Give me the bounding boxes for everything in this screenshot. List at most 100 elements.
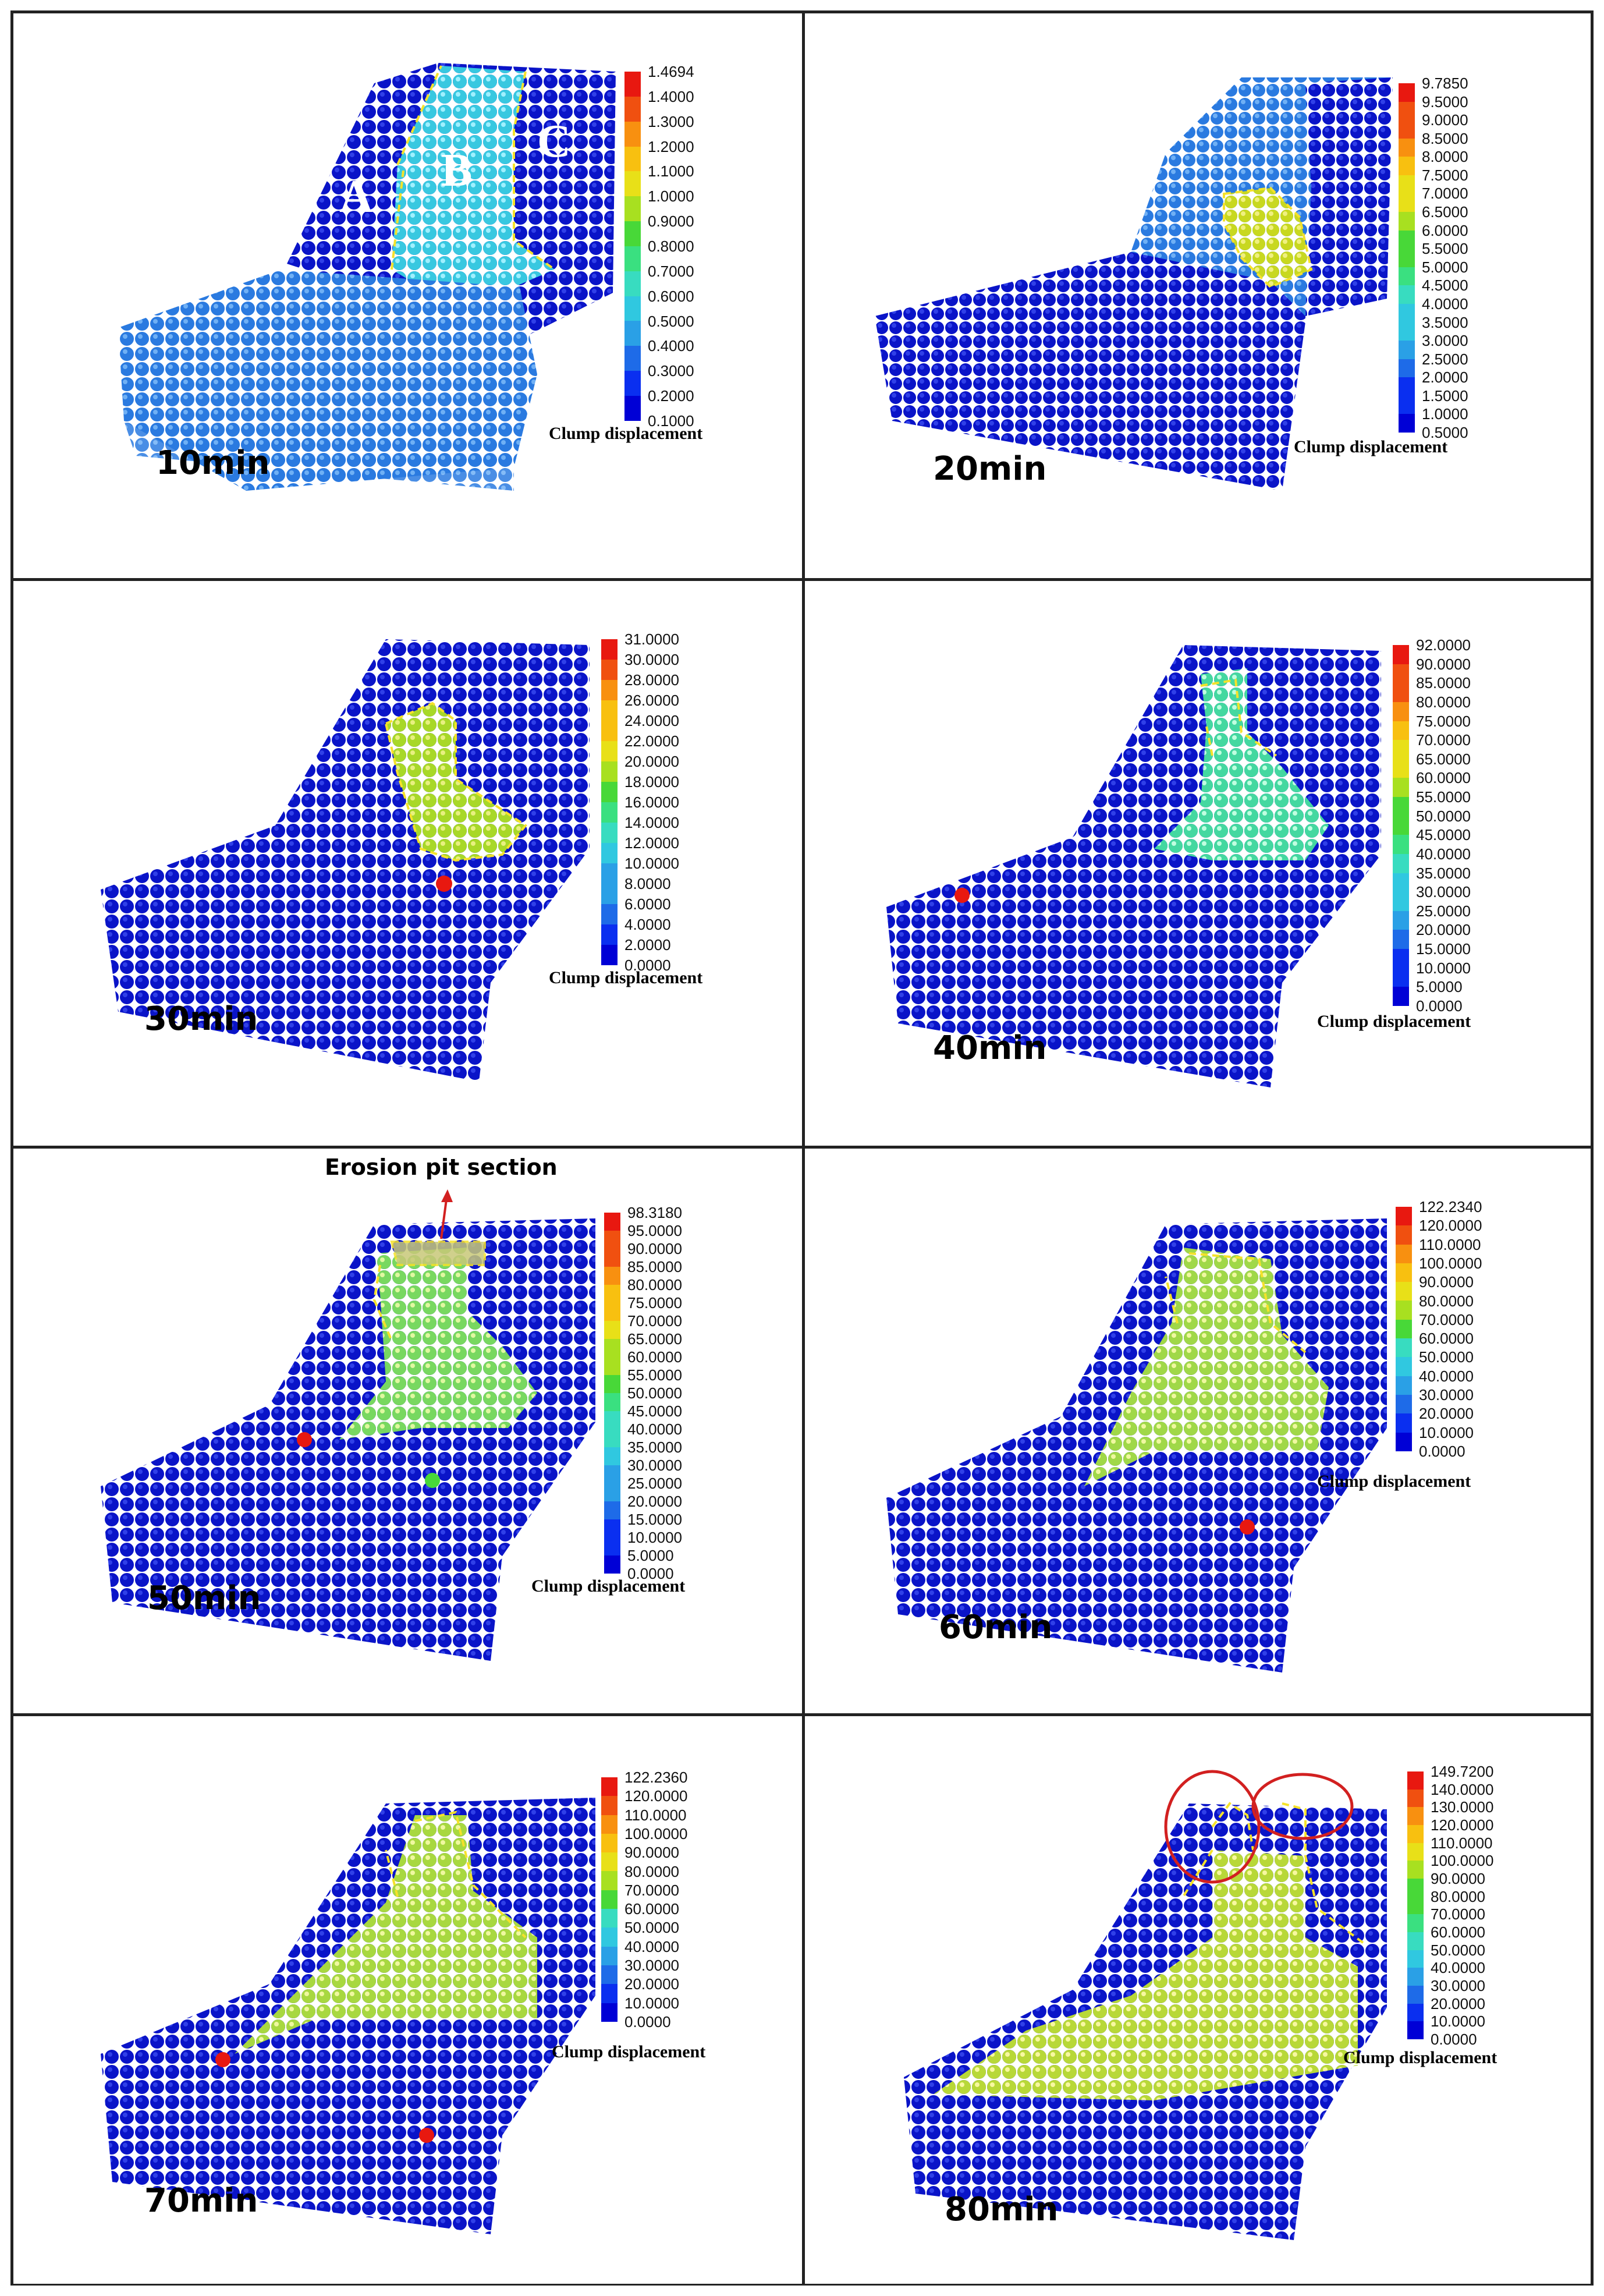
colorbar-tick-label: 1.4694: [648, 63, 694, 80]
colorbar-segment: [604, 1411, 620, 1429]
colorbar-tick-label: 98.3180: [627, 1204, 682, 1221]
colorbar-tick-label: 20.0000: [1416, 921, 1471, 939]
colorbar-tick-label: 30.0000: [624, 1957, 679, 1975]
colorbar-tick-label: 2.5000: [1422, 350, 1468, 368]
colorbar-segment: [624, 196, 641, 222]
colorbar-tick-label: 31.0000: [624, 630, 679, 648]
colorbar-tick-label: 0.0000: [624, 2013, 671, 2031]
colorbar-segment: [601, 1909, 618, 1928]
colorbar-tick-label: 85.0000: [1416, 674, 1471, 692]
particle-model: [904, 1770, 1387, 2240]
colorbar-segment: [601, 721, 618, 741]
colorbar-tick-label: 25.0000: [1416, 902, 1471, 920]
colorbar-segment: [1399, 157, 1415, 175]
colorbar-segment: [1393, 987, 1409, 1006]
particle-model: [886, 1218, 1387, 1673]
colorbar-segment: [604, 1267, 620, 1285]
colorbar-tick-label: 60.0000: [624, 1900, 679, 1918]
colorbar-segment: [601, 680, 618, 700]
colorbar-tick-label: 110.0000: [624, 1806, 687, 1824]
colorbar-segment: [601, 1927, 618, 1947]
colorbar-segment: [624, 72, 641, 97]
colorbar-tick-label: 10.0000: [1431, 2012, 1485, 2031]
colorbar-segment: [1407, 1968, 1424, 1986]
colorbar-tick-label: 0.5000: [1422, 424, 1468, 441]
colorbar: [1393, 645, 1409, 1006]
colorbar-segment: [601, 1815, 618, 1834]
colorbar-tick-label: 7.5000: [1422, 166, 1468, 184]
panel-50min: Erosion pit section 98.3180 95.0000 90.000…: [13, 1149, 805, 1716]
colorbar-segment: [624, 246, 641, 271]
colorbar-tick-label: 90.0000: [1431, 1870, 1485, 1887]
colorbar-tick-label: 120.0000: [624, 1787, 688, 1805]
colorbar-segment: [601, 1890, 618, 1909]
colorbar-tick-label: 30.0000: [1416, 883, 1471, 901]
panel-20min: 9.7850 9.5000 9.0000 8.5000 8.0000 7.5000 7.00…: [805, 13, 1591, 581]
colorbar-segment: [624, 96, 641, 122]
colorbar-segment: [1396, 1225, 1412, 1245]
colorbar-tick-label: 5.0000: [1422, 258, 1468, 276]
colorbar: [604, 1213, 620, 1574]
particle-model: [101, 1189, 595, 1661]
colorbar-segment: [601, 863, 618, 884]
colorbar-tick-label: 50.0000: [1419, 1348, 1474, 1366]
colorbar: [601, 639, 618, 965]
colorbar-tick-label: 20.0000: [627, 1493, 682, 1510]
colorbar-segment: [1393, 721, 1409, 740]
colorbar-tick-label: 0.5000: [648, 312, 694, 330]
colorbar-tick-label: 1.4000: [648, 87, 694, 105]
colorbar-segment: [1407, 2021, 1424, 2039]
particle-model: [118, 63, 616, 491]
colorbar-segment: [624, 146, 641, 172]
colorbar-tick-label: 5.0000: [627, 1547, 674, 1564]
colorbar-tick-label: 18.0000: [624, 773, 679, 791]
colorbar-segment: [1396, 1357, 1412, 1376]
colorbar-tick-label: 40.0000: [624, 1937, 679, 1955]
colorbar-tick-label: 90.0000: [627, 1240, 682, 1257]
colorbar-tick-label: 40.0000: [1431, 1959, 1485, 1977]
panel-time-label: 10min: [156, 444, 270, 482]
colorbar-segment: [1407, 1824, 1424, 1843]
colorbar-segment: [1407, 1914, 1424, 1932]
colorbar-tick-label: 65.0000: [627, 1330, 682, 1348]
colorbar-tick-label: 60.0000: [1416, 769, 1471, 787]
colorbar-tick-label: 35.0000: [627, 1438, 682, 1456]
colorbar-tick-label: 50.0000: [1431, 1941, 1485, 1959]
colorbar-tick-label: 90.0000: [1419, 1273, 1474, 1291]
colorbar-tick-label: 15.0000: [1416, 940, 1471, 958]
colorbar-tick-label: 60.0000: [1431, 1923, 1485, 1941]
colorbar-tick-label: 70.0000: [1431, 1905, 1485, 1923]
colorbar-segment: [604, 1213, 620, 1231]
colorbar-segment: [604, 1249, 620, 1267]
panel-70min: 122.2360 120.0000 110.0000 100.0000 90.0000 8…: [13, 1716, 805, 2284]
colorbar-tick-label: 0.0000: [1419, 1443, 1465, 1460]
colorbar-tick-label: 1.3000: [648, 112, 694, 130]
colorbar-tick-label: 12.0000: [624, 834, 679, 852]
colorbar-tick-label: 0.4000: [648, 337, 694, 355]
colorbar-segment: [601, 843, 618, 863]
colorbar-segment: [1407, 1932, 1424, 1950]
panel-time-label: 70min: [144, 2182, 258, 2220]
colorbar-segment: [1399, 101, 1415, 121]
colorbar-segment: [1393, 968, 1409, 987]
colorbar-tick-label: 2.0000: [1422, 369, 1468, 387]
colorbar-tick-label: 90.0000: [1416, 655, 1471, 673]
colorbar-tick-label: 50.0000: [624, 1919, 679, 1937]
colorbar-tick-label: 10.0000: [624, 855, 679, 872]
colorbar-tick-label: 90.0000: [624, 1844, 679, 1862]
colorbar-segment: [1396, 1432, 1412, 1451]
panel-80min: 149.7200 140.0000 130.0000 120.0000 110.0000…: [805, 1716, 1591, 2284]
colorbar-segment: [1396, 1413, 1412, 1433]
colorbar-tick-label: 20.0000: [624, 753, 679, 770]
colorbar-tick-label: 10.0000: [627, 1529, 682, 1546]
colorbar-segment: [604, 1501, 620, 1519]
colorbar-segment: [1396, 1263, 1412, 1282]
colorbar-segment: [604, 1556, 620, 1574]
colorbar-tick-label: 0.2000: [648, 387, 694, 405]
colorbar-segment: [1399, 212, 1415, 231]
colorbar-segment: [601, 741, 618, 761]
zone-label-c: C: [537, 116, 571, 167]
panel-time-label: 60min: [939, 1608, 1053, 1646]
colorbar-tick-label: 60.0000: [1419, 1330, 1474, 1348]
colorbar-tick-label: 9.0000: [1422, 111, 1468, 129]
